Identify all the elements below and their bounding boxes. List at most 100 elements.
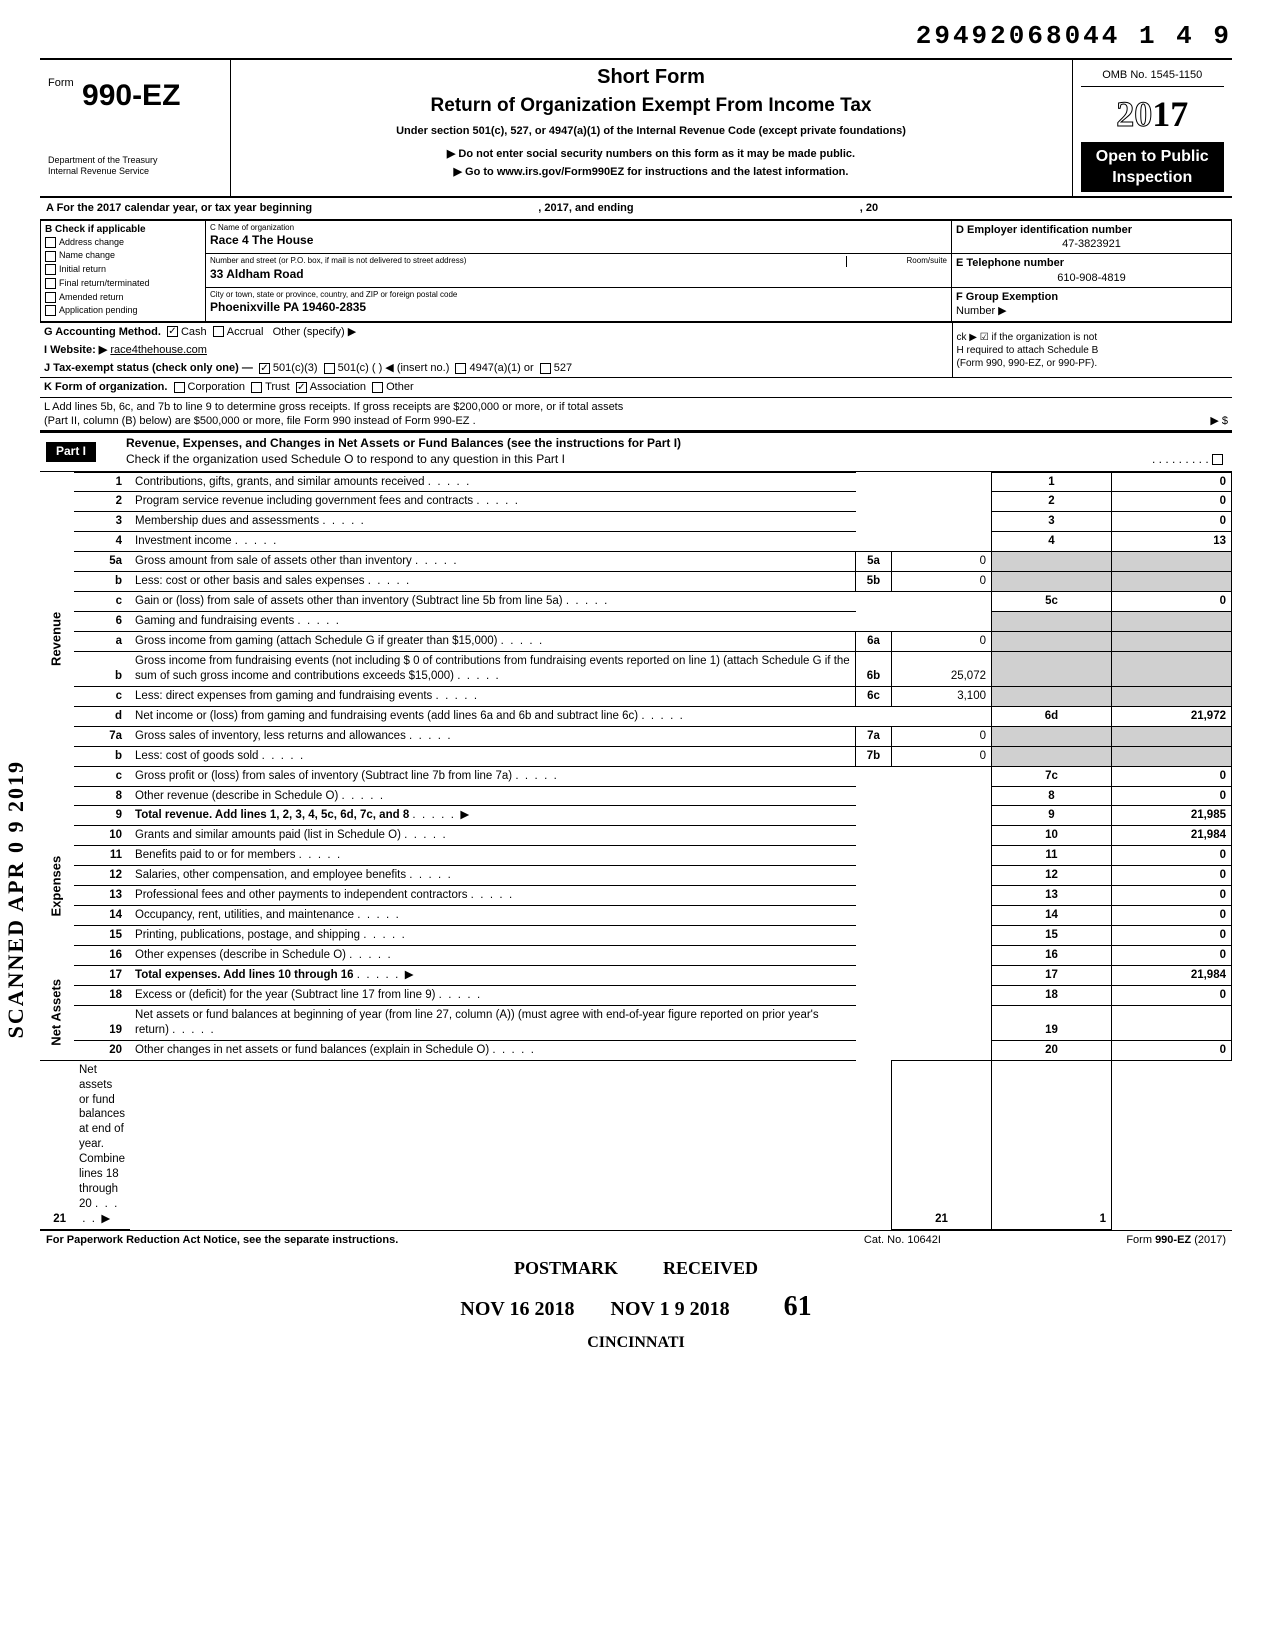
stamp-number: 61 xyxy=(784,1291,812,1322)
form-footer: Form 990-EZ (2017) xyxy=(996,1230,1232,1249)
line-desc: Gross amount from sale of assets other t… xyxy=(130,552,855,572)
line-box-num: 17 xyxy=(992,965,1112,985)
dept-treasury: Department of the Treasury xyxy=(48,155,222,167)
line-number: 3 xyxy=(74,512,130,532)
line-number: 18 xyxy=(74,985,130,1005)
accrual-checkbox[interactable] xyxy=(213,326,224,337)
line-number: b xyxy=(74,746,130,766)
line-box-val: 0 xyxy=(1112,592,1232,612)
row-a-calendar-year: A For the 2017 calendar year, or tax yea… xyxy=(40,198,1232,219)
line-number: c xyxy=(74,766,130,786)
line-number: a xyxy=(74,632,130,652)
line-number: 13 xyxy=(74,886,130,906)
line-number: 5a xyxy=(74,552,130,572)
trust-checkbox[interactable] xyxy=(251,382,262,393)
line-box-val: 21,985 xyxy=(1112,806,1232,826)
line-number: 12 xyxy=(74,866,130,886)
inner-box-val: 0 xyxy=(892,726,992,746)
line-box-num: 6d xyxy=(992,706,1112,726)
line-desc: Total revenue. Add lines 1, 2, 3, 4, 5c,… xyxy=(130,806,855,826)
line-box-num: 7c xyxy=(992,766,1112,786)
phone-label: E Telephone number xyxy=(956,256,1227,270)
527-checkbox[interactable] xyxy=(540,363,551,374)
inner-box-num: 5a xyxy=(856,552,892,572)
cash-checkbox[interactable]: ✓ xyxy=(167,326,178,337)
schedule-o-checkbox[interactable] xyxy=(1212,454,1223,465)
city-state-zip: Phoenixville PA 19460-2835 xyxy=(210,300,947,316)
inner-box-val: 0 xyxy=(892,746,992,766)
line-desc: Net income or (loss) from gaming and fun… xyxy=(130,706,855,726)
line-desc: Less: cost of goods sold . . . . . xyxy=(130,746,855,766)
dept-irs: Internal Revenue Service xyxy=(48,166,222,178)
assoc-checkbox[interactable]: ✓ xyxy=(296,382,307,393)
line-number: 11 xyxy=(74,846,130,866)
org-info-table: B Check if applicable Address changeName… xyxy=(40,220,1232,322)
row-l-1: L Add lines 5b, 6c, and 7b to line 9 to … xyxy=(44,400,1228,414)
line-box-num: 11 xyxy=(992,846,1112,866)
line-box-val: 0 xyxy=(1112,786,1232,806)
line-number: 7a xyxy=(74,726,130,746)
room-label: Room/suite xyxy=(846,256,947,266)
line-box-val: 0 xyxy=(1112,985,1232,1005)
line-box-val: 13 xyxy=(1112,532,1232,552)
corp-checkbox[interactable] xyxy=(174,382,185,393)
line-box-val: 21,984 xyxy=(1112,826,1232,846)
line-box-num: 8 xyxy=(992,786,1112,806)
section-b-checkbox[interactable] xyxy=(45,237,56,248)
schedule-b-forms: (Form 990, 990-EZ, or 990-PF). xyxy=(957,357,1229,370)
line-box-val: 0 xyxy=(1112,926,1232,946)
line-box-val: 0 xyxy=(1112,906,1232,926)
4947-checkbox[interactable] xyxy=(455,363,466,374)
line-number: c xyxy=(74,592,130,612)
line-number: 1 xyxy=(74,472,130,492)
side-label: Net Assets xyxy=(40,965,74,1060)
line-box-num: 20 xyxy=(992,1040,1112,1060)
line-number: b xyxy=(74,651,130,686)
street-address: 33 Aldham Road xyxy=(210,267,947,283)
inner-box-val: 3,100 xyxy=(892,686,992,706)
line-box-num: 9 xyxy=(992,806,1112,826)
other-checkbox[interactable] xyxy=(372,382,383,393)
line-box-val: 0 xyxy=(1112,946,1232,966)
line-desc: Gaming and fundraising events . . . . . xyxy=(130,612,855,632)
501c3-checkbox[interactable]: ✓ xyxy=(259,363,270,374)
side-label: Revenue xyxy=(40,472,74,806)
line-number: d xyxy=(74,706,130,726)
name-label: C Name of organization xyxy=(210,223,947,233)
under-section: Under section 501(c), 527, or 4947(a)(1)… xyxy=(239,124,1064,138)
line-box-num: 21 xyxy=(892,1060,992,1229)
section-b-checkbox[interactable] xyxy=(45,305,56,316)
line-desc: Gross profit or (loss) from sales of inv… xyxy=(130,766,855,786)
inner-box-val: 25,072 xyxy=(892,651,992,686)
section-b-checkbox[interactable] xyxy=(45,278,56,289)
line-number: 17 xyxy=(74,965,130,985)
line-desc: Salaries, other compensation, and employ… xyxy=(130,866,855,886)
section-b-checkbox[interactable] xyxy=(45,292,56,303)
postmark-stamp: POSTMARK xyxy=(514,1258,618,1278)
line-box-num: 3 xyxy=(992,512,1112,532)
open-public-2: Inspection xyxy=(1085,168,1221,189)
return-title: Return of Organization Exempt From Incom… xyxy=(239,94,1064,119)
line-desc: Other expenses (describe in Schedule O) … xyxy=(130,946,855,966)
phone: 610-908-4819 xyxy=(956,271,1227,285)
part-1-check-text: Check if the organization used Schedule … xyxy=(126,452,565,466)
line-desc: Less: direct expenses from gaming and fu… xyxy=(130,686,855,706)
section-b-checkbox[interactable] xyxy=(45,264,56,275)
line-box-val: 0 xyxy=(1112,866,1232,886)
city-label: City or town, state or province, country… xyxy=(210,290,947,300)
omb-number: OMB No. 1545-1150 xyxy=(1081,64,1225,87)
row-l-2: (Part II, column (B) below) are $500,000… xyxy=(44,415,476,427)
section-b-checkbox[interactable] xyxy=(45,251,56,262)
inner-box-val: 0 xyxy=(892,632,992,652)
part-1-label: Part I xyxy=(46,442,96,462)
501c-checkbox[interactable] xyxy=(324,363,335,374)
revenue-expense-table: Revenue1Contributions, gifts, grants, an… xyxy=(40,472,1232,1230)
inner-box-num: 6c xyxy=(856,686,892,706)
line-desc: Contributions, gifts, grants, and simila… xyxy=(130,472,855,492)
line-desc: Total expenses. Add lines 10 through 16 … xyxy=(130,965,855,985)
org-name: Race 4 The House xyxy=(210,233,947,249)
row-l-amount: ▶ $ xyxy=(1210,414,1228,428)
ssn-notice: ▶ Do not enter social security numbers o… xyxy=(239,147,1064,161)
line-box-val: 0 xyxy=(1112,846,1232,866)
received-date: NOV 1 9 2018 xyxy=(611,1298,730,1320)
